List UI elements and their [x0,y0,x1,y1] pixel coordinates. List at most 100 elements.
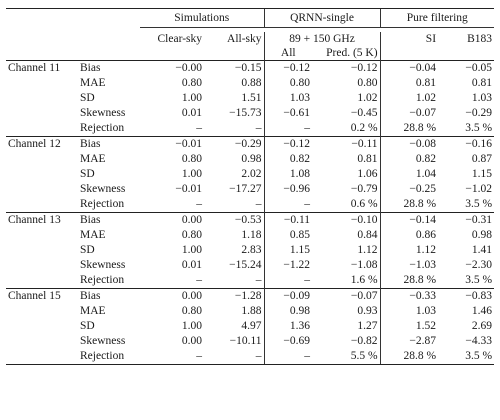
value-cell: −0.79 [350,183,378,195]
metric-label: Bias [78,60,140,76]
value-cell: −0.07 [312,288,381,304]
statistics-table: Simulations QRNN-single Pure filtering C… [6,8,495,365]
metric-label: Bias [78,288,140,304]
channel-label [6,167,78,182]
group-header-qrnn: QRNN-single [263,8,381,28]
table-row: Rejection – – –0.2 % 28.8 % 3.5 % [6,121,494,137]
value-cell: – [263,121,313,137]
metric-label: Rejection [78,349,140,365]
value-cell: −0.12 [263,136,313,152]
value-cell: −0.16 [438,136,495,152]
value-cell: 1.02 [357,92,378,104]
value-cell: 1.52 [379,319,439,334]
value-cell: 0.82 [379,152,439,167]
channel-label: Channel 11 [6,60,78,76]
value-cell: 0.80 [181,229,202,241]
value-cell: −0.10 [312,212,381,228]
value-cell: −0.01 [140,136,204,152]
value-cell: 1.06 [357,168,378,180]
value-cell: – [263,197,313,213]
channel-label [6,273,78,289]
table-row: Channel 15 Bias 0.00 −1.28 −0.09 −0.07 −0.33 −0… [6,288,495,304]
value-cell: 0.82 [263,152,313,167]
table-row: Rejection – – –1.6 % 28.8 % 3.5 % [6,273,494,289]
value-cell: 0.01 [181,259,202,271]
value-cell: −0.82 [350,335,378,347]
value-cell: 0.80 [181,305,202,317]
value-cell: −0.12 [263,60,313,76]
col-header-pred: Pred. (5 K) [326,47,378,59]
value-cell: −0.33 [379,288,439,304]
table-row: Skewness −0.01 −17.27 −0.96 −0.79 −0.25 −1.02 [6,182,494,197]
value-cell: 0.01 [181,107,202,119]
channel-label [6,91,78,106]
value-cell: 1.88 [241,305,262,317]
value-cell: −0.09 [263,288,313,304]
value-cell: −1.02 [465,183,493,195]
metric-label: Rejection [80,274,125,286]
channel-label: Channel 13 [6,212,78,228]
value-cell: −0.00 [140,60,204,76]
value-cell: −0.12 [312,60,381,76]
value-cell: 0.86 [379,228,439,243]
table-row: SD 1.00 2.83 1.15 1.12 1.12 1.41 [6,243,494,258]
table-row: Channel 11 Bias −0.00 −0.15 −0.12 −0.12 −0.04−… [6,60,495,76]
col-header-clear-sky: Clear-sky [157,33,202,45]
value-cell: – [263,273,313,289]
value-cell: 1.41 [471,244,493,256]
value-cell: 0.00 [140,212,204,228]
value-cell: 0.00 [181,335,202,347]
value-cell: −1.28 [204,288,265,304]
table-body: Channel 11 Bias −0.00 −0.15 −0.12 −0.12 −0.04−… [6,60,495,365]
channel-label [6,106,78,121]
channel-label [6,197,78,213]
table-row: MAE 0.80 0.98 0.82 0.81 0.82 0.87 [6,152,494,167]
value-cell: – [196,198,202,210]
value-cell: 4.97 [241,320,262,332]
value-cell: 1.6 % [350,274,378,286]
col-header-frequency: 89 + 150 GHz [263,32,381,46]
value-cell: 0.2 % [350,122,378,134]
value-cell: 1.00 [181,92,202,104]
table-row: SD 1.00 4.97 1.36 1.27 1.52 2.69 [6,319,494,334]
metric-label: SD [80,320,95,332]
channel-label: Channel 15 [6,288,78,304]
value-cell: – [255,122,262,134]
value-cell: 0.6 % [350,198,378,210]
value-cell: 0.80 [263,76,313,91]
table-row: SD 1.00 1.51 1.03 1.02 1.02 1.03 [6,91,494,106]
value-cell: 1.00 [181,168,202,180]
value-cell: 1.00 [181,244,202,256]
table-row: Rejection – – –0.6 % 28.8 % 3.5 % [6,197,494,213]
table-row: SD 1.00 2.02 1.08 1.06 1.04 1.15 [6,167,494,182]
metric-label: Rejection [80,198,125,210]
table-row: Channel 12 Bias −0.01 −0.29 −0.12 −0.11 −0.08−… [6,136,495,152]
value-cell: −0.83 [438,288,495,304]
table-row: Channel 13 Bias 0.00 −0.53 −0.11 −0.10 −0.14 −0… [6,212,495,228]
value-cell: 2.69 [471,320,493,332]
sub-header-row-1: Clear-sky All-sky 89 + 150 GHz SI B183 [6,32,494,61]
metric-label: Skewness [80,107,126,119]
value-cell: 2.02 [241,168,262,180]
value-cell: 1.03 [471,92,493,104]
value-cell: −0.15 [204,60,265,76]
value-cell: −4.33 [465,335,493,347]
value-cell: 2.83 [241,244,262,256]
metric-label: SD [80,92,95,104]
value-cell: 28.8 % [379,121,439,137]
group-header-pure-filtering: Pure filtering [379,8,495,28]
value-cell: −0.45 [350,107,378,119]
value-cell: 1.03 [379,304,439,319]
table-row: MAE 0.80 1.88 0.98 0.93 1.03 1.46 [6,304,494,319]
value-cell: −0.61 [263,106,313,121]
value-cell: – [204,349,265,365]
table-row: Skewness 0.01 −15.24 −1.22 −1.08 −1.03 −2.30 [6,258,494,273]
value-cell: 1.02 [379,91,439,106]
value-cell: – [255,274,262,286]
channel-label: Channel 12 [6,136,78,152]
value-cell: 5.5 % [312,349,381,365]
value-cell: 1.00 [181,320,202,332]
channel-label [6,304,78,319]
empty-corner-cell [6,8,78,28]
